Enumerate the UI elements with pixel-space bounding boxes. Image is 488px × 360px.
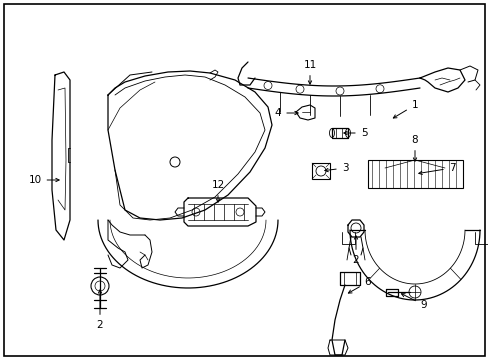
Text: 9: 9 — [401, 294, 427, 310]
Text: 8: 8 — [411, 135, 417, 161]
Bar — [311, 163, 329, 179]
Text: 5: 5 — [343, 128, 366, 138]
Text: 3: 3 — [324, 163, 347, 173]
Text: 1: 1 — [392, 100, 417, 118]
Bar — [367, 160, 462, 188]
Text: 2: 2 — [352, 236, 359, 265]
Text: 4: 4 — [274, 108, 298, 118]
Text: 12: 12 — [211, 180, 224, 202]
Text: 6: 6 — [347, 277, 370, 293]
Text: 2: 2 — [97, 290, 103, 330]
Text: 10: 10 — [28, 175, 59, 185]
Text: 7: 7 — [418, 163, 454, 175]
Text: 11: 11 — [303, 60, 316, 84]
